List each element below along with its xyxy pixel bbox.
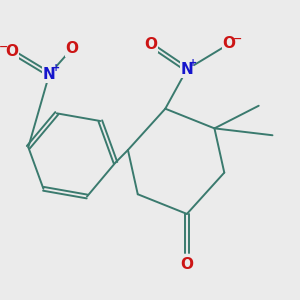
Text: +: + <box>189 58 197 68</box>
Text: N: N <box>181 62 193 77</box>
Text: N: N <box>43 67 56 82</box>
Text: −: − <box>233 34 242 44</box>
Text: O: O <box>144 37 157 52</box>
Text: O: O <box>180 257 194 272</box>
Text: O: O <box>223 36 236 51</box>
Text: +: + <box>52 63 60 73</box>
Text: O: O <box>5 44 18 59</box>
Text: O: O <box>65 41 78 56</box>
Text: −: − <box>0 41 8 51</box>
